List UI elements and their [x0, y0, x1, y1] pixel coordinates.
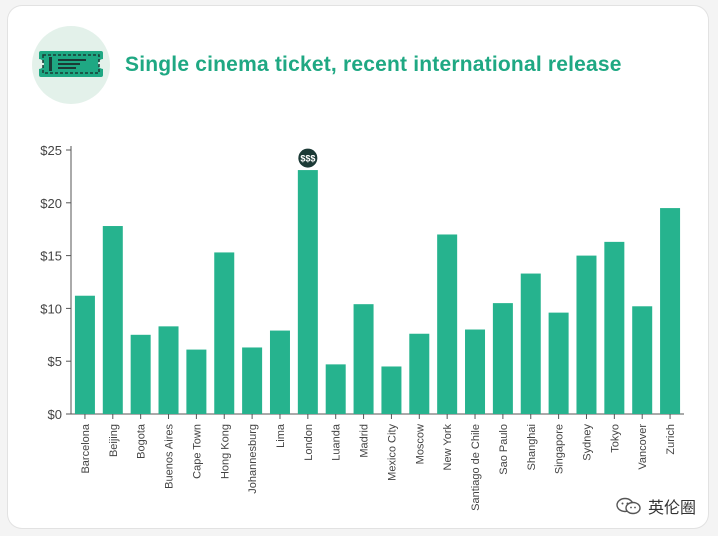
x-tick-label: Luanda: [331, 423, 343, 461]
watermark: 英伦圈: [616, 494, 696, 518]
bar: [158, 326, 179, 414]
bar: [242, 347, 263, 414]
bar: [604, 241, 625, 414]
ticket-icon-badge: [32, 26, 110, 104]
bar: [102, 226, 123, 414]
x-tick-label: Buenos Aires: [164, 424, 176, 489]
x-tick-label: Lima: [275, 423, 287, 448]
bar: [632, 306, 653, 414]
x-tick-label: New York: [442, 424, 454, 471]
bar: [325, 364, 346, 414]
x-tick-label: Sydney: [581, 424, 593, 461]
bar: [576, 255, 597, 414]
bar: [409, 333, 430, 414]
y-tick-label: $0: [48, 407, 62, 422]
bar: [214, 252, 235, 414]
bar: [186, 349, 207, 414]
x-tick-label: Mexico City: [386, 424, 398, 481]
x-tick-label: Beijing: [108, 424, 120, 457]
x-tick-label: Santiago de Chile: [470, 424, 482, 511]
x-tick-label: Cape Town: [191, 424, 203, 479]
y-tick-label: $5: [48, 354, 62, 369]
bar: [548, 312, 569, 414]
x-tick-label: Barcelona: [80, 423, 92, 473]
x-tick-label: Singapore: [554, 424, 566, 474]
watermark-label: 英伦圈: [647, 498, 696, 517]
bar: [353, 304, 374, 414]
bar: [269, 330, 290, 414]
bar: [437, 234, 458, 414]
bar: [660, 208, 681, 414]
x-tick-label: Moscow: [414, 424, 426, 464]
x-tick-label: Madrid: [359, 424, 371, 458]
bar: [381, 366, 402, 414]
wechat-icon: [616, 497, 642, 515]
x-tick-label: Shanghai: [526, 424, 538, 471]
y-tick-label: $25: [40, 143, 62, 158]
bar: [130, 334, 151, 414]
x-tick-label: Vancover: [637, 424, 649, 470]
chart-title: Single cinema ticket, recent internation…: [125, 53, 622, 76]
y-tick-label: $15: [40, 249, 62, 264]
bar: [465, 329, 486, 414]
x-tick-label: Sao Paulo: [498, 424, 510, 475]
x-tick-label: Hong Kong: [219, 424, 231, 479]
y-tick-label: $10: [40, 301, 62, 316]
x-tick-label: Johannesburg: [247, 424, 259, 494]
ticket-icon: [34, 51, 108, 77]
highlight-badge: [298, 148, 318, 168]
x-tick-label: Bogota: [136, 423, 148, 459]
y-tick-label: $20: [40, 196, 62, 211]
x-tick-label: London: [303, 424, 315, 461]
bar: [297, 170, 318, 414]
bar: [520, 273, 541, 414]
bar: [492, 303, 513, 414]
x-tick-label: Zurich: [665, 424, 677, 455]
x-tick-label: Tokyo: [609, 424, 621, 453]
bar: [74, 295, 95, 414]
highlight-badge-label: $$$: [300, 154, 315, 164]
